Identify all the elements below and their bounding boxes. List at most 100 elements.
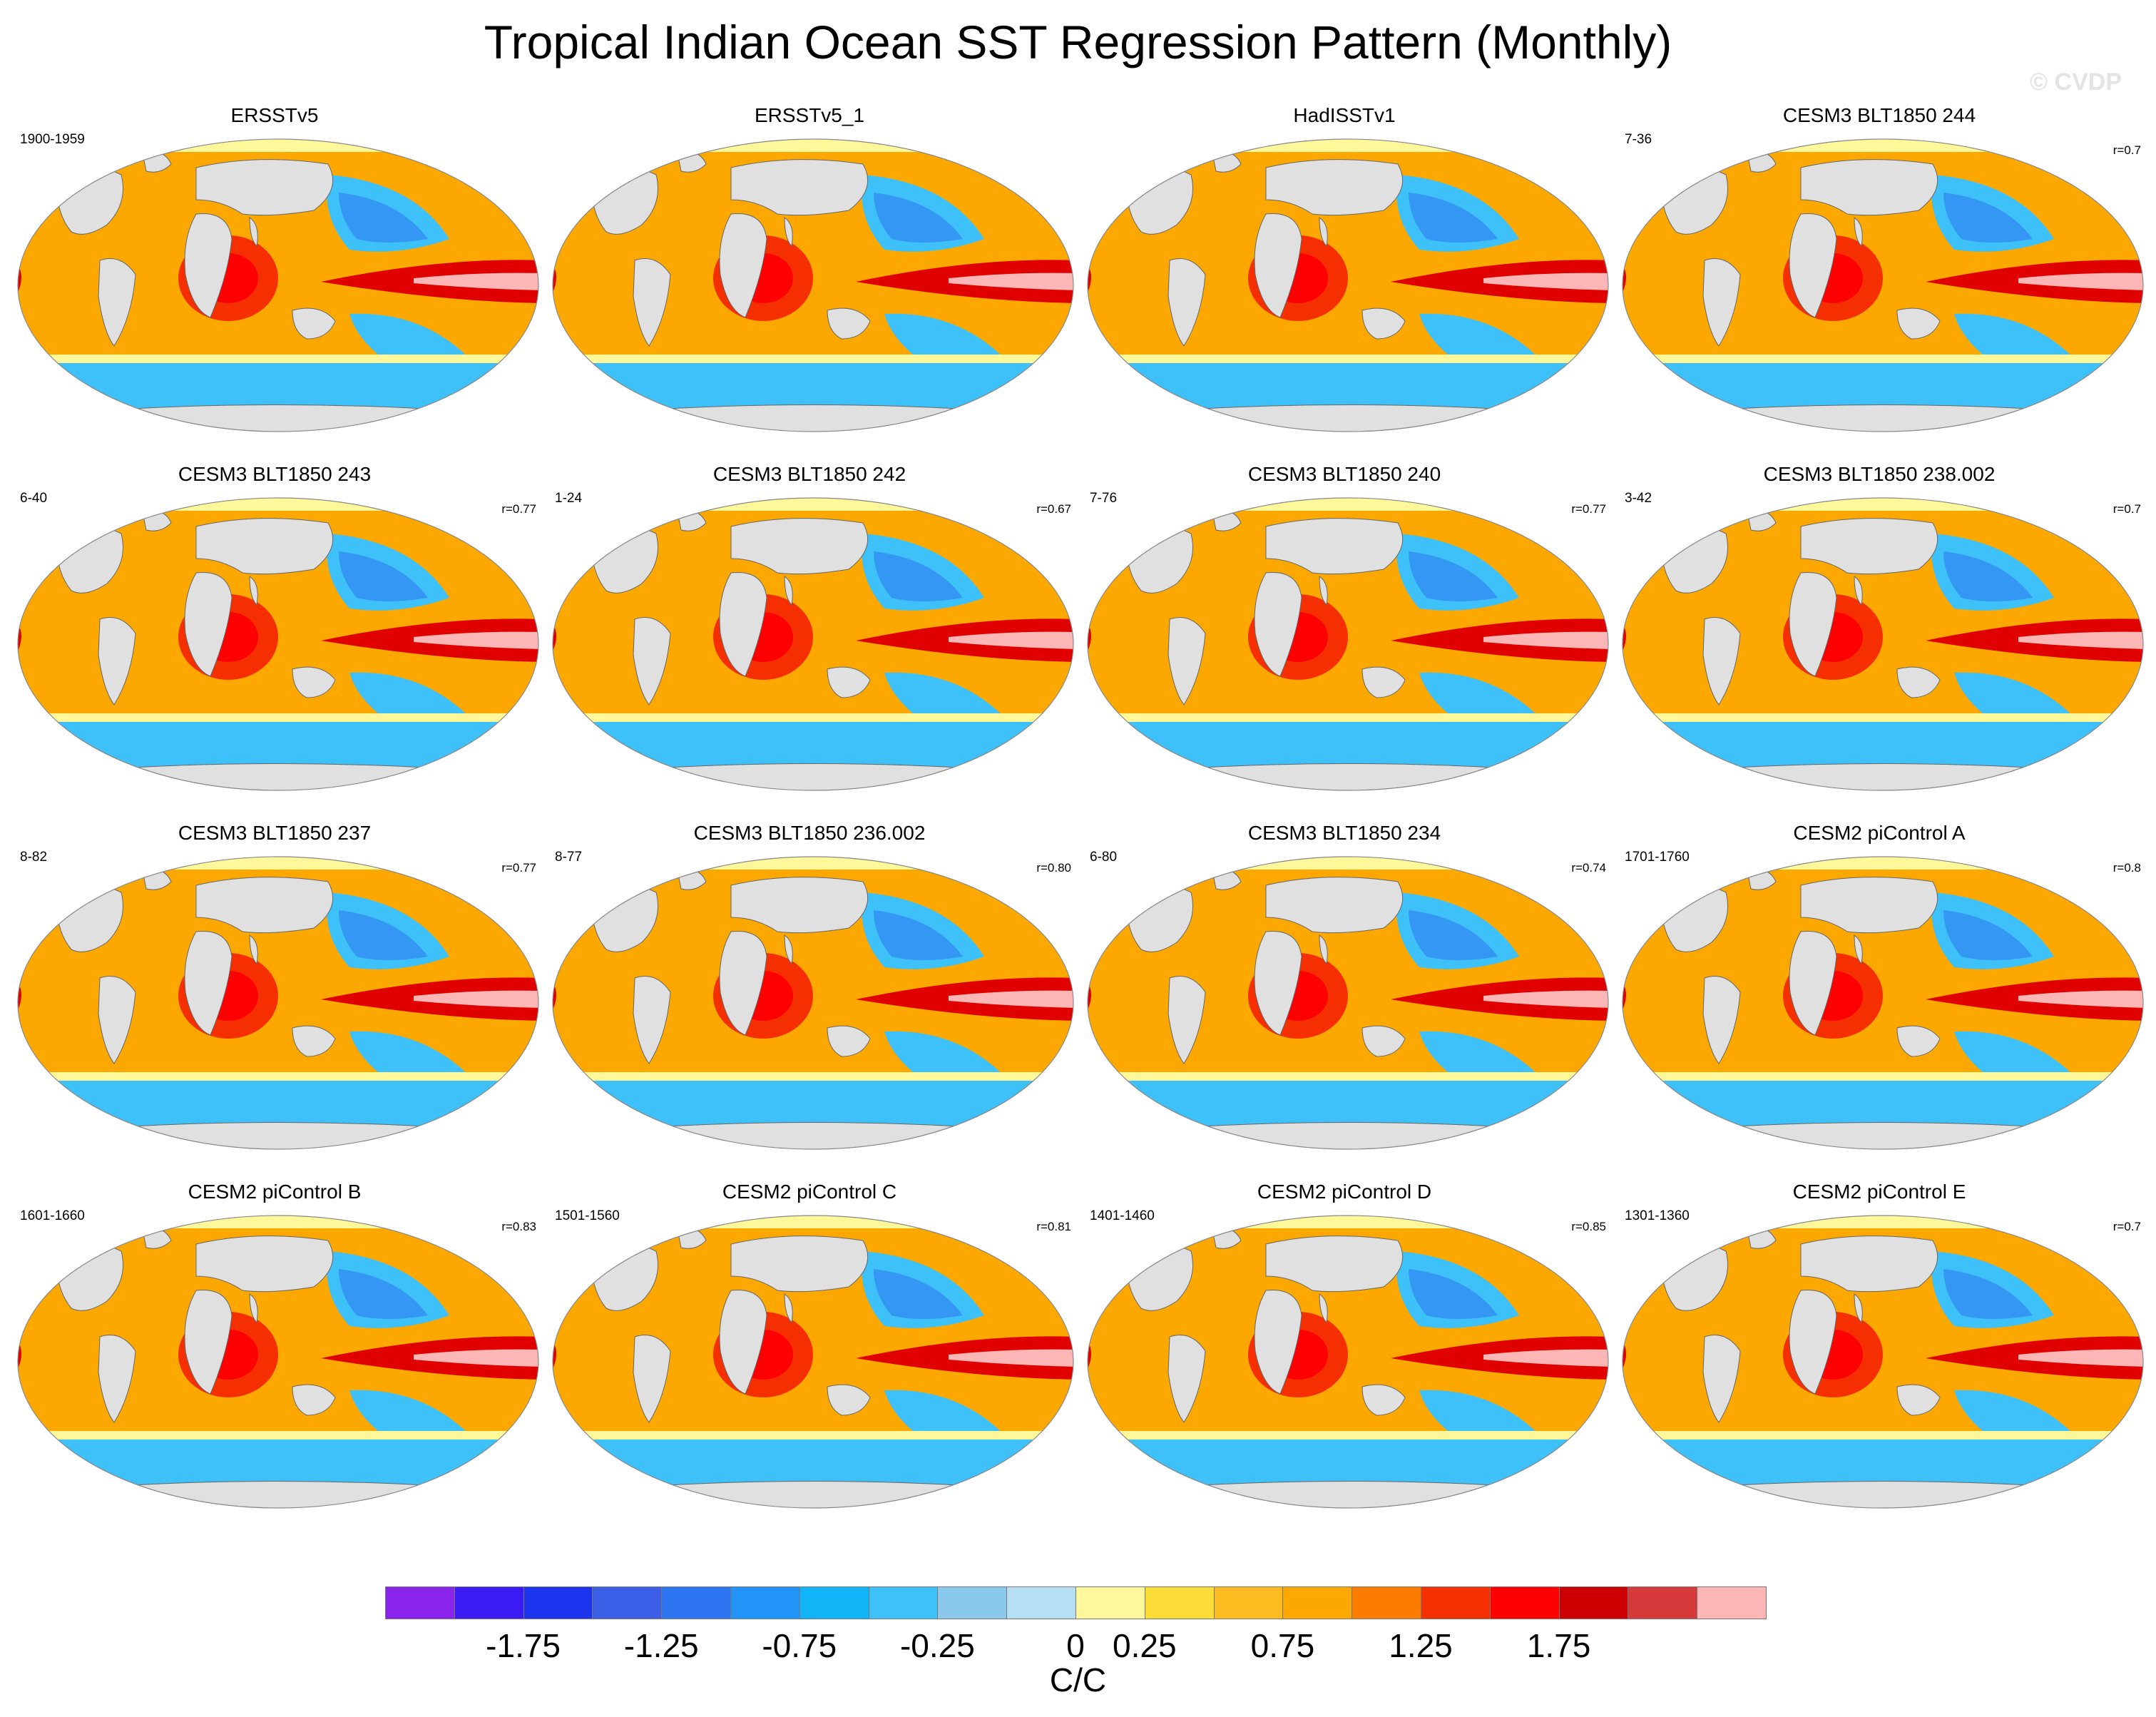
regression-map: [1622, 138, 2144, 432]
panel-years: 8-77: [555, 850, 583, 865]
panel-title: CESM2 piControl E: [1792, 1181, 1966, 1203]
map-panel: CESM3 BLT1850 236.002 8-77 r=0.80: [542, 821, 1077, 1178]
map-panel: ERSSTv5 1900-1959: [7, 103, 542, 460]
colorbar-box: [454, 1586, 524, 1619]
map-panel: CESM3 BLT1850 238.002 3-42 r=0.7: [1612, 462, 2147, 819]
panel-correlation: r=0.8: [2112, 861, 2141, 875]
panel-title: CESM3 BLT1850 242: [712, 463, 906, 485]
regression-map: [17, 856, 539, 1150]
colorbar-tick-label: -0.25: [899, 1627, 975, 1664]
panel-correlation: r=0.67: [1036, 502, 1071, 516]
panel-correlation: r=0.74: [1571, 861, 1606, 875]
watermark: © CVDP: [2030, 68, 2122, 96]
colorbar-unit: C/C: [1049, 1661, 1107, 1698]
panel-title: CESM3 BLT1850 236.002: [693, 822, 926, 844]
panel-title: CESM2 piControl B: [188, 1181, 362, 1203]
colorbar-box: [1006, 1586, 1076, 1619]
regression-map: [1622, 497, 2144, 791]
colorbar-tick-label: -1.75: [486, 1627, 561, 1664]
colorbar-box: [1421, 1586, 1491, 1619]
panel-years: 1701-1760: [1625, 850, 1690, 865]
map-panel: CESM2 piControl B 1601-1660 r=0.83: [7, 1180, 542, 1537]
colorbar-box: [1282, 1586, 1353, 1619]
map-panel: CESM3 BLT1850 244 7-36 r=0.7: [1612, 103, 2147, 460]
map-panel: CESM3 BLT1850 234 6-80 r=0.74: [1077, 821, 1612, 1178]
map-panel: CESM3 BLT1850 240 7-76 r=0.77: [1077, 462, 1612, 819]
regression-map: [1622, 1215, 2144, 1509]
panel-correlation: r=0.80: [1036, 861, 1071, 875]
panel-title: CESM3 BLT1850 240: [1247, 463, 1441, 485]
map-panel: CESM2 piControl E 1301-1360 r=0.7: [1612, 1180, 2147, 1537]
colorbar: [385, 1586, 1767, 1619]
regression-map: [1087, 138, 1609, 432]
panel-years: 6-40: [20, 491, 48, 506]
panel-years: 7-36: [1625, 132, 1652, 147]
panel-title: ERSSTv5_1: [754, 104, 865, 126]
colorbar-box: [799, 1586, 869, 1619]
map-panel: HadISSTv1: [1077, 103, 1612, 460]
panel-title: CESM3 BLT1850 234: [1247, 822, 1441, 844]
panel-years: 1-24: [555, 491, 583, 506]
regression-map: [17, 1215, 539, 1509]
panel-title: HadISSTv1: [1293, 104, 1396, 126]
regression-map: [1622, 856, 2144, 1150]
colorbar-tick-label: 1.25: [1389, 1627, 1453, 1664]
colorbar-box: [1352, 1586, 1421, 1619]
colorbar-box: [1489, 1586, 1560, 1619]
map-panel: CESM3 BLT1850 237 8-82 r=0.77: [7, 821, 542, 1178]
map-panel: ERSSTv5_1: [542, 103, 1077, 460]
panel-correlation: r=0.7: [2112, 143, 2141, 157]
colorbar-box: [1697, 1586, 1767, 1619]
panel-title: CESM3 BLT1850 243: [178, 463, 372, 485]
panel-title: CESM3 BLT1850 238.002: [1763, 463, 1996, 485]
panel-correlation: r=0.81: [1036, 1220, 1071, 1233]
regression-map: [1087, 856, 1609, 1150]
panel-years: 6-80: [1090, 850, 1118, 865]
map-panel: CESM2 piControl A 1701-1760 r=0.8: [1612, 821, 2147, 1178]
colorbar-box: [1144, 1586, 1215, 1619]
panel-title: CESM2 piControl D: [1257, 1181, 1432, 1203]
panel-title: ERSSTv5: [230, 104, 319, 126]
panel-correlation: r=0.85: [1571, 1220, 1606, 1233]
panel-title: CESM3 BLT1850 237: [178, 822, 372, 844]
panel-years: 1401-1460: [1090, 1208, 1155, 1223]
colorbar-tick-label: -1.25: [623, 1627, 699, 1664]
colorbar-box: [730, 1586, 800, 1619]
panel-years: 7-76: [1090, 491, 1118, 506]
regression-map: [552, 1215, 1074, 1509]
map-panel: CESM2 piControl D 1401-1460 r=0.85: [1077, 1180, 1612, 1537]
panel-correlation: r=0.77: [1571, 502, 1606, 516]
colorbar-box: [1076, 1586, 1145, 1619]
panel-correlation: r=0.77: [501, 861, 536, 875]
panel-title: CESM3 BLT1850 244: [1782, 104, 1976, 126]
colorbar-box: [1558, 1586, 1629, 1619]
regression-map: [17, 497, 539, 791]
regression-map: [552, 497, 1074, 791]
panel-title: CESM2 piControl C: [722, 1181, 897, 1203]
panel-title: CESM2 piControl A: [1793, 822, 1966, 844]
panel-years: 1301-1360: [1625, 1208, 1690, 1223]
colorbar-box: [523, 1586, 593, 1619]
map-panel: CESM3 BLT1850 242 1-24 r=0.67: [542, 462, 1077, 819]
colorbar-tick-label: 0.25: [1113, 1627, 1177, 1664]
colorbar-box: [937, 1586, 1008, 1619]
colorbar-box: [1628, 1586, 1698, 1619]
colorbar-tick-label: 0.75: [1250, 1627, 1315, 1664]
colorbar-box: [385, 1586, 455, 1619]
colorbar-tick-label: 1.75: [1526, 1627, 1591, 1664]
regression-map: [1087, 497, 1609, 791]
panel-years: 3-42: [1625, 491, 1652, 506]
panel-years: 8-82: [20, 850, 48, 865]
regression-map: [552, 856, 1074, 1150]
regression-map: [552, 138, 1074, 432]
regression-map: [1087, 1215, 1609, 1509]
map-panel-grid: ERSSTv5 1900-1959 ERSSTv5_1 HadISSTv1 CESM3 …: [0, 103, 2156, 1537]
colorbar-tick-label: -0.75: [762, 1627, 837, 1664]
colorbar-box: [868, 1586, 939, 1619]
colorbar-box: [1213, 1586, 1284, 1619]
page-title: Tropical Indian Ocean SST Regression Pat…: [484, 16, 1672, 68]
panel-correlation: r=0.7: [2112, 502, 2141, 516]
panel-correlation: r=0.7: [2112, 1220, 2141, 1233]
regression-map: [17, 138, 539, 432]
panel-correlation: r=0.83: [501, 1220, 536, 1233]
